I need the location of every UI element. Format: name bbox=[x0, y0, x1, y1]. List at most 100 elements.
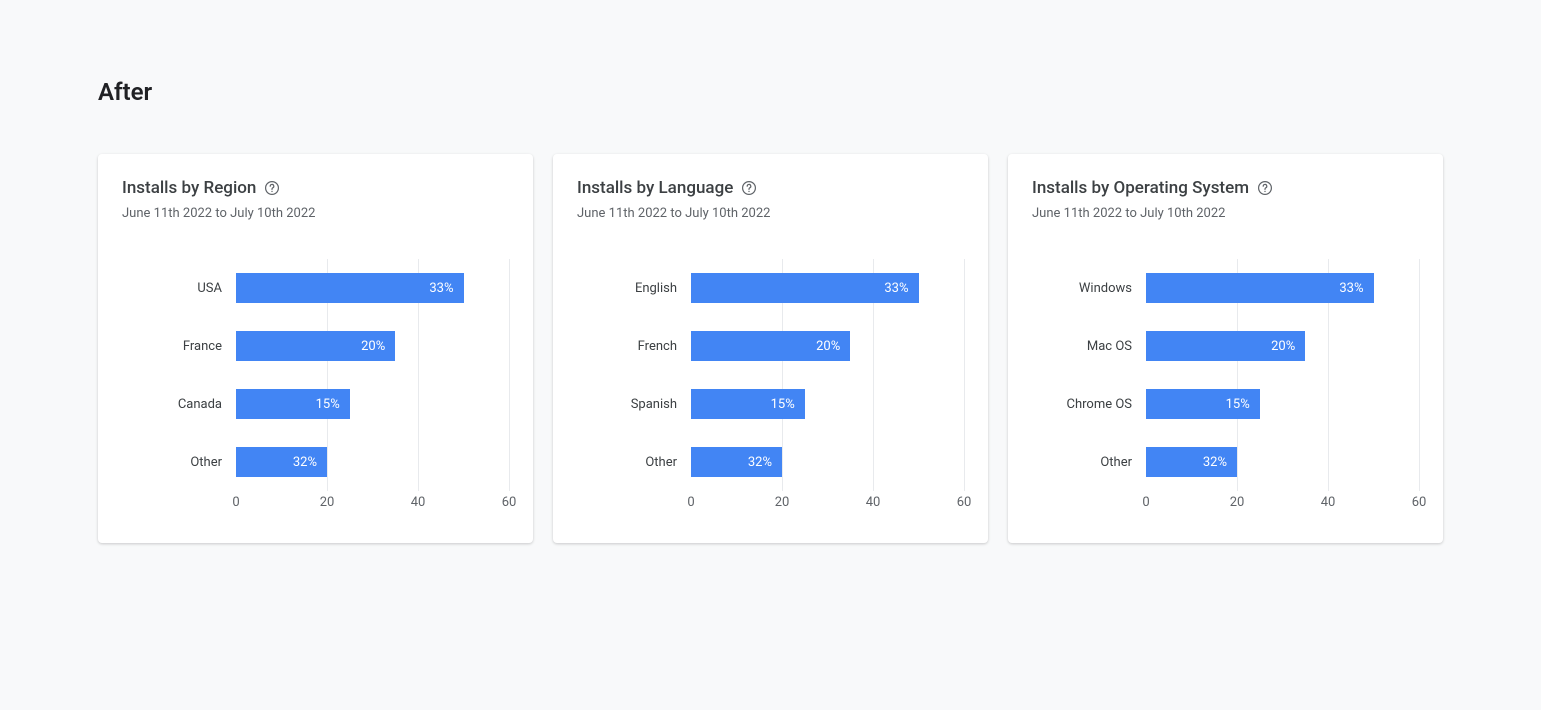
chart-row: French 20% bbox=[577, 317, 964, 375]
gridline bbox=[509, 259, 510, 491]
card-header: Installs by Language June 11th 2022 to J… bbox=[577, 178, 964, 221]
x-axis-tick: 0 bbox=[232, 495, 239, 510]
bar-value-label: 32% bbox=[748, 455, 772, 470]
card-language: Installs by Language June 11th 2022 to J… bbox=[553, 154, 988, 543]
plot-area: 33% bbox=[236, 259, 509, 317]
help-icon[interactable] bbox=[264, 180, 280, 196]
bar-value-label: 33% bbox=[1339, 281, 1363, 296]
x-axis-tick: 60 bbox=[502, 495, 517, 510]
card-subtitle: June 11th 2022 to July 10th 2022 bbox=[1032, 206, 1419, 221]
y-axis-label: Canada bbox=[122, 397, 236, 412]
card-title: Installs by Operating System bbox=[1032, 178, 1249, 198]
chart-row: Windows 33% bbox=[1032, 259, 1419, 317]
card-title: Installs by Language bbox=[577, 178, 733, 198]
y-axis-label: Chrome OS bbox=[1032, 397, 1146, 412]
x-axis-tick: 40 bbox=[411, 495, 426, 510]
chart-rows: USA33%France20%Canada15%Other32% bbox=[122, 259, 509, 491]
bar-value-label: 32% bbox=[1203, 455, 1227, 470]
plot-area: 15% bbox=[236, 375, 509, 433]
x-axis: 0204060 bbox=[122, 495, 509, 515]
y-axis-label: French bbox=[577, 339, 691, 354]
x-axis-tick: 40 bbox=[1321, 495, 1336, 510]
x-axis-ticks: 0204060 bbox=[691, 495, 964, 515]
plot-area: 33% bbox=[1146, 259, 1419, 317]
plot-area: 20% bbox=[1146, 317, 1419, 375]
cards-container: Installs by Region June 11th 2022 to Jul… bbox=[98, 154, 1443, 543]
bar: 32% bbox=[691, 447, 782, 477]
help-icon[interactable] bbox=[741, 180, 757, 196]
bar-value-label: 20% bbox=[1271, 339, 1295, 354]
x-axis-tick: 0 bbox=[687, 495, 694, 510]
bar: 32% bbox=[236, 447, 327, 477]
card-subtitle: June 11th 2022 to July 10th 2022 bbox=[122, 206, 509, 221]
bar-value-label: 33% bbox=[429, 281, 453, 296]
bar: 33% bbox=[236, 273, 464, 303]
x-axis-tick: 20 bbox=[320, 495, 335, 510]
chart-row: France20% bbox=[122, 317, 509, 375]
bar: 15% bbox=[1146, 389, 1260, 419]
x-axis-tick: 20 bbox=[775, 495, 790, 510]
bar: 15% bbox=[236, 389, 350, 419]
chart-rows: Windows 33% Mac OS 20% Chrome OS15% Other 32% bbox=[1032, 259, 1419, 491]
x-axis: 0204060 bbox=[1032, 495, 1419, 515]
gridline bbox=[1419, 259, 1420, 491]
plot-area: 20% bbox=[236, 317, 509, 375]
bar-value-label: 33% bbox=[884, 281, 908, 296]
bar: 32% bbox=[1146, 447, 1237, 477]
plot-area: 33% bbox=[691, 259, 964, 317]
chart-language: English 33% French 20% Spanish 15% Other 32% 0 2… bbox=[577, 259, 964, 515]
chart-row: Other 32% bbox=[1032, 433, 1419, 491]
x-axis-ticks: 0204060 bbox=[236, 495, 509, 515]
card-title: Installs by Region bbox=[122, 178, 256, 198]
x-axis-tick: 20 bbox=[1230, 495, 1245, 510]
y-axis-label: Spanish bbox=[577, 397, 691, 412]
y-axis-label: Other bbox=[122, 455, 236, 470]
chart-row: Chrome OS15% bbox=[1032, 375, 1419, 433]
x-axis-tick: 40 bbox=[866, 495, 881, 510]
chart-row: Other 32% bbox=[122, 433, 509, 491]
plot-area: 32% bbox=[691, 433, 964, 491]
bar: 33% bbox=[1146, 273, 1374, 303]
chart-row: Canada15% bbox=[122, 375, 509, 433]
page-title: After bbox=[98, 78, 1443, 106]
plot-area: 20% bbox=[691, 317, 964, 375]
y-axis-label: Other bbox=[577, 455, 691, 470]
plot-area: 15% bbox=[1146, 375, 1419, 433]
chart-row: Other 32% bbox=[577, 433, 964, 491]
y-axis-label: USA bbox=[122, 281, 236, 296]
bar-value-label: 15% bbox=[771, 397, 795, 412]
bar: 33% bbox=[691, 273, 919, 303]
help-icon[interactable] bbox=[1257, 180, 1273, 196]
card-subtitle: June 11th 2022 to July 10th 2022 bbox=[577, 206, 964, 221]
bar: 15% bbox=[691, 389, 805, 419]
y-axis-label: English bbox=[577, 281, 691, 296]
chart-row: English 33% bbox=[577, 259, 964, 317]
plot-area: 15% bbox=[691, 375, 964, 433]
chart-row: Spanish 15% bbox=[577, 375, 964, 433]
card-header: Installs by Region June 11th 2022 to Jul… bbox=[122, 178, 509, 221]
x-axis-tick: 60 bbox=[957, 495, 972, 510]
card-os: Installs by Operating System June 11th 2… bbox=[1008, 154, 1443, 543]
chart-os: Windows33%Mac OS20%Chrome OS15%Other32% … bbox=[1032, 259, 1419, 515]
bar: 20% bbox=[236, 331, 395, 361]
x-axis-tick: 0 bbox=[1142, 495, 1149, 510]
bar-value-label: 20% bbox=[816, 339, 840, 354]
chart-region: USA33%France20%Canada15%Other32% 0204060 bbox=[122, 259, 509, 515]
x-axis-ticks: 0204060 bbox=[1146, 495, 1419, 515]
gridline bbox=[964, 259, 965, 491]
y-axis-label: Mac OS bbox=[1032, 339, 1146, 354]
x-axis: 0204060 bbox=[577, 495, 964, 515]
chart-row: Mac OS 20% bbox=[1032, 317, 1419, 375]
bar: 20% bbox=[1146, 331, 1305, 361]
chart-row: USA 33% bbox=[122, 259, 509, 317]
card-region: Installs by Region June 11th 2022 to Jul… bbox=[98, 154, 533, 543]
card-header: Installs by Operating System June 11th 2… bbox=[1032, 178, 1419, 221]
plot-area: 32% bbox=[1146, 433, 1419, 491]
y-axis-label: Windows bbox=[1032, 281, 1146, 296]
bar: 20% bbox=[691, 331, 850, 361]
x-axis-tick: 60 bbox=[1412, 495, 1427, 510]
y-axis-label: Other bbox=[1032, 455, 1146, 470]
plot-area: 32% bbox=[236, 433, 509, 491]
bar-value-label: 20% bbox=[361, 339, 385, 354]
bar-value-label: 32% bbox=[293, 455, 317, 470]
